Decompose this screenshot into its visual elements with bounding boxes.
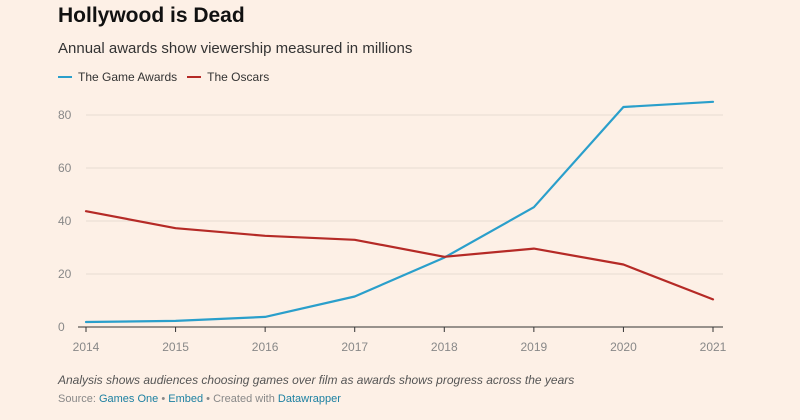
legend-item-game-awards: The Game Awards bbox=[58, 70, 177, 84]
y-tick-label: 20 bbox=[58, 267, 72, 281]
x-tick-label: 2020 bbox=[610, 340, 637, 354]
legend-swatch-game-awards bbox=[58, 76, 72, 78]
datawrapper-link[interactable]: Datawrapper bbox=[277, 393, 341, 405]
x-tick-label: 2015 bbox=[162, 340, 189, 354]
y-tick-label: 0 bbox=[58, 320, 65, 334]
legend-label-oscars: The Oscars bbox=[207, 70, 270, 84]
source-line: Source: Games One • Embed • Created with… bbox=[58, 393, 341, 405]
y-tick-label: 80 bbox=[58, 108, 72, 122]
x-tick-label: 2014 bbox=[73, 340, 100, 354]
legend-swatch-oscars bbox=[187, 76, 202, 78]
chart-note: Analysis shows audiences choosing games … bbox=[58, 373, 575, 387]
x-tick-label: 2021 bbox=[700, 340, 727, 354]
series-line-oscars bbox=[84, 210, 715, 301]
y-tick-label: 40 bbox=[58, 214, 72, 228]
x-tick-label: 2018 bbox=[431, 340, 458, 354]
x-tick-label: 2017 bbox=[341, 340, 368, 354]
source-separator-1: • bbox=[158, 393, 169, 405]
x-tick-label: 2016 bbox=[252, 340, 279, 354]
legend-item-oscars: The Oscars bbox=[187, 70, 269, 84]
source-prefix: Source: bbox=[58, 393, 99, 405]
chart-title: Hollywood is Dead bbox=[58, 4, 245, 27]
legend-label-game-awards: The Game Awards bbox=[78, 70, 178, 84]
y-tick-label: 60 bbox=[58, 161, 72, 175]
series-line-game-awards bbox=[84, 100, 715, 324]
chart-legend: The Game Awards The Oscars bbox=[58, 70, 279, 84]
chart-subtitle: Annual awards show viewership measured i… bbox=[58, 40, 413, 57]
x-tick-label: 2019 bbox=[521, 340, 548, 354]
source-link-games-one[interactable]: Games One bbox=[98, 393, 159, 405]
embed-link[interactable]: Embed bbox=[168, 393, 204, 405]
source-separator-2: • Created with bbox=[203, 393, 278, 405]
